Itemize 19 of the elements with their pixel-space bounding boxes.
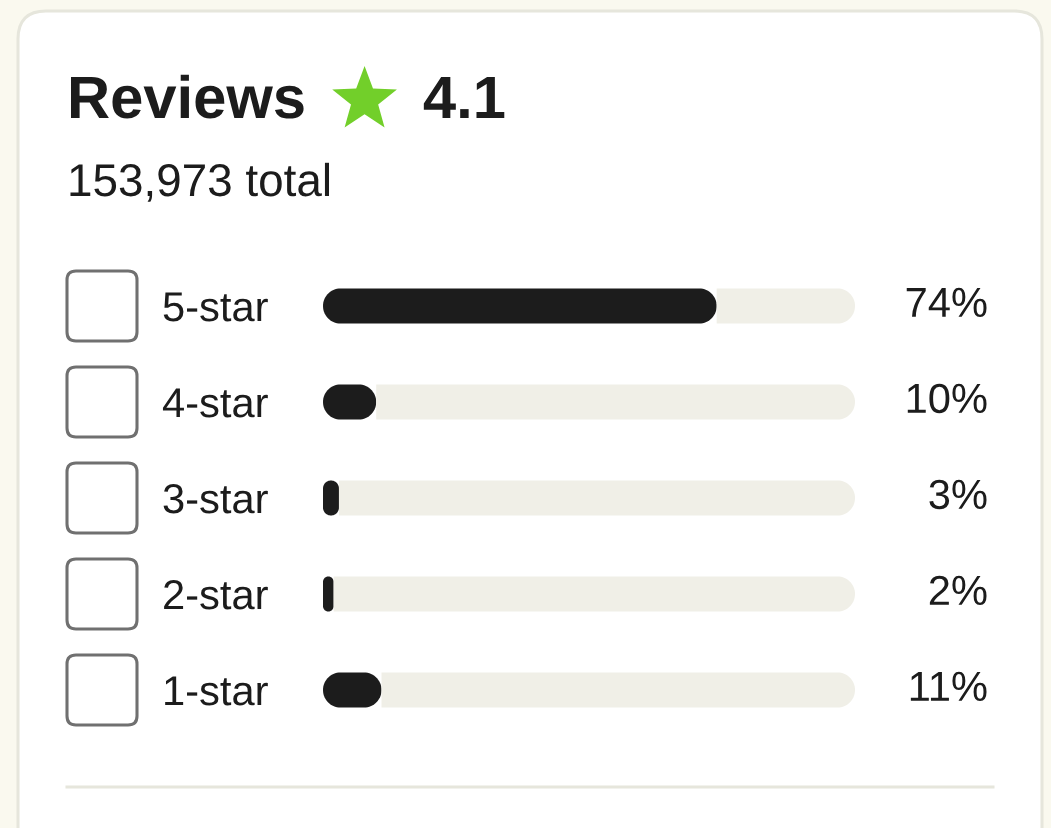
data-label: 2% [929, 575, 987, 606]
y-tick-label: 4-star [162, 388, 268, 418]
text: 4.1 [423, 76, 505, 118]
bar [333, 576, 855, 612]
y-tick-label: 2-star [164, 580, 268, 610]
chart-title: Reviews [70, 74, 304, 119]
data-label: 11% [910, 671, 987, 702]
bar [323, 288, 717, 324]
bar [716, 288, 855, 324]
bar [338, 480, 855, 516]
data-label: 10% [907, 383, 987, 414]
y-tick-label: 3-star [163, 484, 268, 514]
bar [381, 672, 855, 708]
y-tick-label: 5-star [163, 292, 268, 322]
data-label: 74% [906, 287, 987, 318]
y-tick-label: 1-star [165, 676, 268, 706]
chart-subtitle: 153,973 total [70, 162, 329, 202]
bar [376, 384, 855, 420]
data-label: 3% [929, 479, 987, 510]
